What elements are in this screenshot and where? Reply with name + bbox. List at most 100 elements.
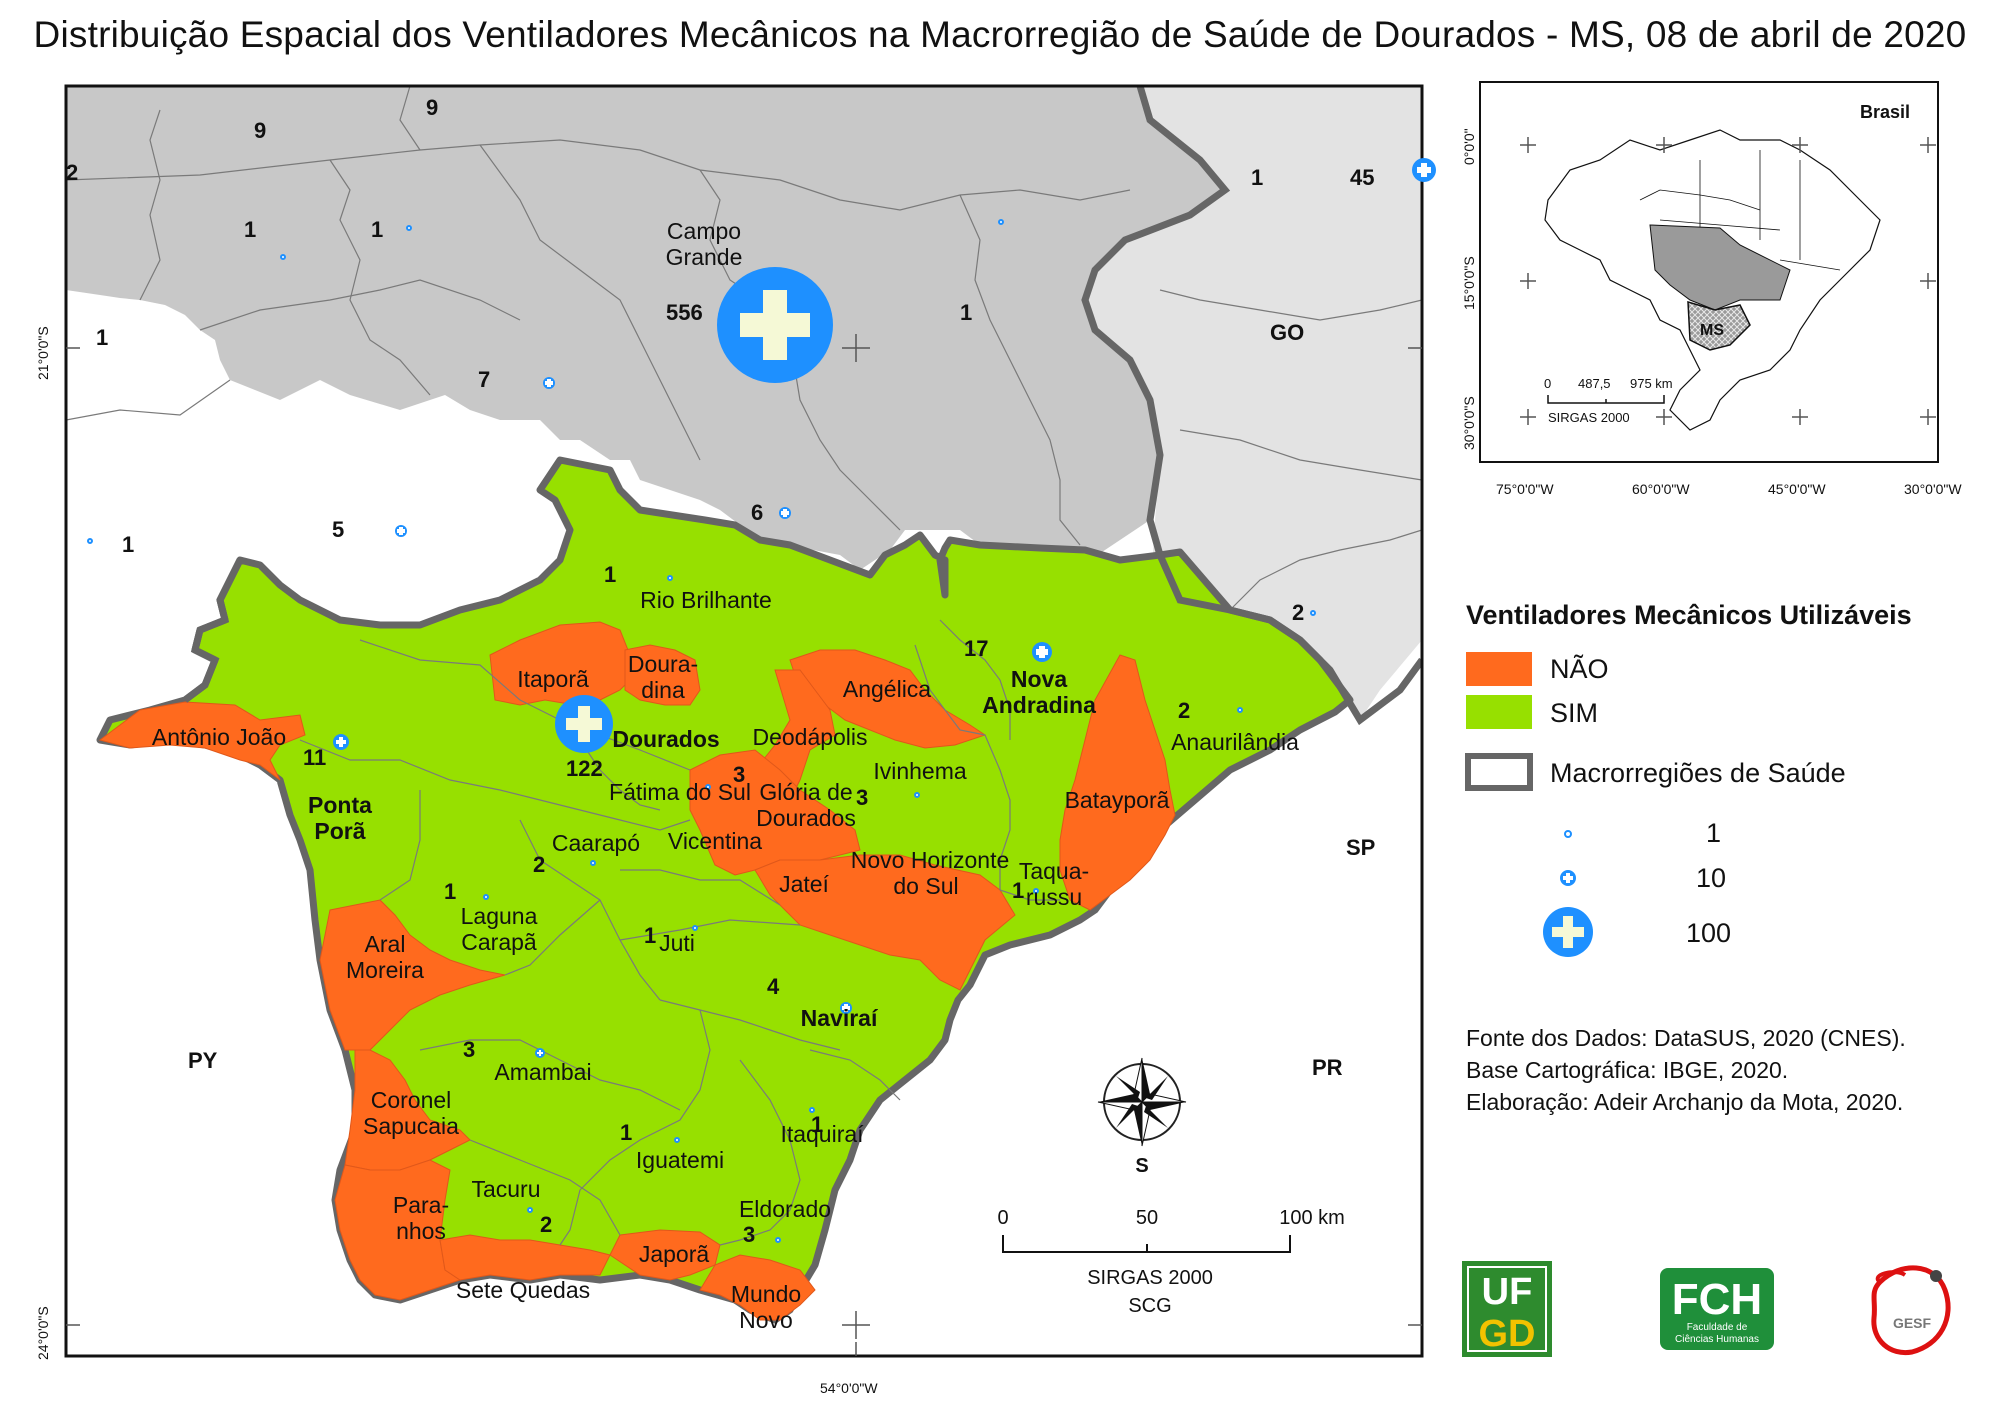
fch-logo-sub-1: Faculdade de — [1687, 1322, 1748, 1333]
count: 5 — [332, 517, 344, 542]
count: 9 — [426, 95, 438, 120]
label-mundo-novo-1: Mundo — [731, 1281, 801, 1307]
count: 1 — [444, 879, 456, 904]
count: 2 — [1178, 698, 1190, 723]
symbol-amambai — [535, 1048, 545, 1058]
scale-0: 0 — [997, 1207, 1008, 1229]
label-gloria-2: Dourados — [756, 805, 856, 831]
count: 2 — [1292, 600, 1304, 625]
symbol-gray-5 — [395, 525, 407, 537]
count: 556 — [666, 300, 703, 325]
map-frame — [64, 84, 1424, 1358]
state-py: PY — [188, 1048, 218, 1073]
label-deodapolis: Deodápolis — [752, 724, 867, 750]
count: 1 — [371, 217, 383, 242]
symbol-small — [590, 860, 596, 866]
state-go: GO — [1270, 320, 1304, 345]
state-pr: PR — [1312, 1055, 1343, 1080]
count: 17 — [964, 636, 988, 661]
north-arrow — [1097, 1057, 1187, 1147]
legend-swatch-sim — [1466, 695, 1532, 729]
symbol-small — [1237, 707, 1243, 713]
label-japora: Japorã — [639, 1241, 710, 1267]
fch-logo-sub-2: Ciências Humanas — [1675, 1334, 1759, 1345]
label-tacuru: Tacuru — [471, 1176, 540, 1202]
label-iguatemi: Iguatemi — [636, 1147, 724, 1173]
count: 4 — [767, 974, 780, 999]
label-antonio-joao: Antônio João — [152, 724, 286, 750]
inset-lon-45: 45°0'0"W — [1768, 481, 1826, 497]
count: 1 — [244, 217, 256, 242]
symbol-small — [692, 925, 698, 931]
label-paranhos-2: nhos — [396, 1218, 446, 1244]
inset-lon-60: 60°0'0"W — [1632, 481, 1690, 497]
region-douradina — [624, 644, 701, 706]
symbol-small — [775, 1237, 781, 1243]
legend-swatch-nao — [1466, 652, 1532, 686]
inset-lon-75: 75°0'0"W — [1496, 481, 1554, 497]
ventilator-symbols — [87, 158, 1436, 1243]
scale-100: 100 km — [1279, 1207, 1345, 1229]
symbol-ponta-pora — [333, 734, 349, 750]
count: 1 — [620, 1120, 632, 1145]
symbol-campo-grande — [717, 267, 833, 383]
scale-datum: SIRGAS 2000 — [1087, 1267, 1213, 1289]
count: 1 — [96, 325, 108, 350]
label-novo-horizonte-1: Novo Horizonte — [851, 847, 1010, 873]
label-rio-brilhante: Rio Brilhante — [640, 587, 772, 613]
label-coronel-1: Coronel — [371, 1087, 452, 1113]
gesf-logo-text: GESF — [1893, 1315, 1932, 1331]
symbol-small — [1310, 610, 1316, 616]
region-jatei-novo-horizonte — [754, 854, 1016, 991]
municipal-boundaries — [66, 86, 1422, 1246]
legend-swatch-macro — [1465, 753, 1533, 791]
legend-size-10: 10 — [1696, 863, 1726, 893]
region-antonio-joao — [98, 701, 306, 781]
macro-boundary-left — [182, 558, 244, 703]
region-vicentina-gloria — [689, 749, 861, 876]
legend-size-1: 1 — [1706, 818, 1721, 848]
graticule — [66, 334, 1422, 1356]
ufgd-logo-text-2: GD — [1479, 1313, 1536, 1355]
inset-mt-go — [1649, 224, 1791, 311]
nao-municipalities — [98, 621, 1176, 1321]
label-juti: Juti — [659, 930, 695, 956]
label-amambai: Amambai — [494, 1059, 591, 1085]
inset-lat-15: 15°0'0"S — [1461, 256, 1477, 310]
count: 1 — [1012, 878, 1024, 903]
inset-scale-1: 487,5 — [1578, 376, 1611, 391]
scale-proj: SCG — [1128, 1295, 1171, 1317]
symbol-dourados — [555, 695, 613, 753]
campo-grande-macroregion — [66, 86, 1225, 570]
count: 122 — [566, 756, 603, 781]
fch-logo: FCH Faculdade de Ciências Humanas — [1660, 1268, 1774, 1350]
count: 6 — [751, 500, 763, 525]
label-taquarussu-2: russu — [1026, 884, 1082, 910]
ufgd-logo-text-1: UF — [1482, 1271, 1533, 1313]
label-anaurilandia: Anaurilândia — [1171, 729, 1299, 755]
label-aral-1: Aral — [365, 931, 406, 957]
label-campo-grande: Campo — [667, 218, 741, 244]
label-navirai: Naviraí — [801, 1005, 879, 1031]
count: 9 — [254, 118, 266, 143]
label-angelica: Angélica — [843, 676, 931, 702]
label-fatima-do-sul: Fátima do Sul — [609, 779, 751, 805]
label-itapora: Itaporã — [517, 666, 589, 692]
state-sp: SP — [1346, 835, 1375, 860]
region-mundo-novo — [699, 1254, 816, 1321]
label-douradina-1: Doura- — [628, 651, 698, 677]
source-line-1: Fonte dos Dados: DataSUS, 2020 (CNES). — [1466, 1025, 1906, 1051]
label-taquarussu-1: Taqua- — [1019, 858, 1089, 884]
count: 7 — [478, 367, 490, 392]
region-bataypora — [1059, 654, 1176, 911]
inset-title: Brasil — [1860, 102, 1910, 122]
region-japora — [609, 1229, 721, 1281]
label-jatei: Jateí — [779, 871, 829, 897]
source-line-3: Elaboração: Adeir Archanjo da Mota, 2020… — [1466, 1089, 1903, 1115]
source-notes: Fonte dos Dados: DataSUS, 2020 (CNES). B… — [1466, 1025, 1906, 1115]
symbol-small — [667, 575, 673, 581]
label-bataypora: Batayporã — [1065, 787, 1170, 813]
legend: Ventiladores Mecânicos Utilizáveis NÃO S… — [1465, 600, 1912, 957]
inset-lat-0: 0°0'0" — [1461, 128, 1477, 165]
